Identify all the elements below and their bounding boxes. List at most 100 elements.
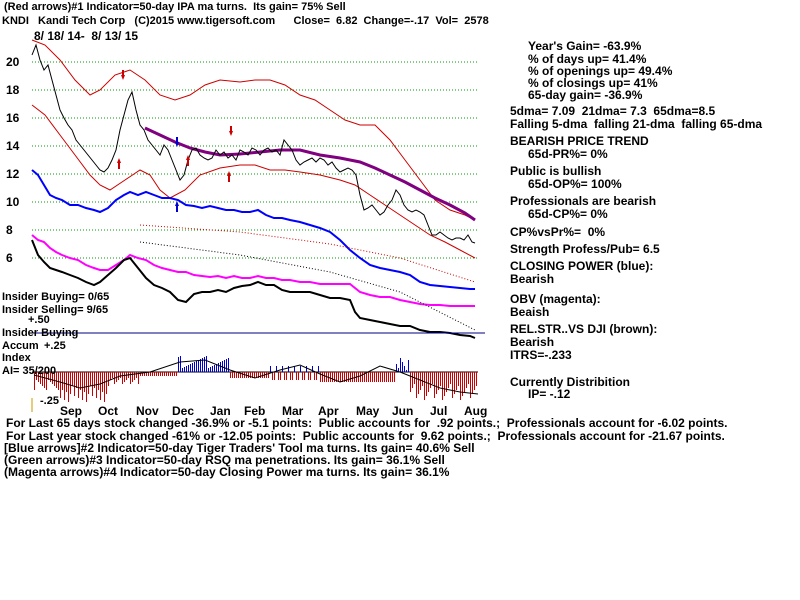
- accum-bar: [228, 358, 229, 372]
- accum-ma-line: [33, 359, 479, 395]
- accum-bar: [258, 372, 259, 378]
- accum-bar: [82, 372, 83, 400]
- accum-label: Accum: [2, 340, 39, 352]
- accum-bar: [56, 372, 57, 388]
- accum-bar: [110, 372, 111, 380]
- accum-bar: [152, 372, 153, 376]
- accum-bar: [418, 372, 419, 394]
- accum-bar: [74, 372, 75, 396]
- accum-bar: [320, 372, 321, 382]
- accum-bar: [270, 366, 271, 372]
- accum-bar: [382, 372, 383, 382]
- y-tick: 10: [6, 195, 20, 209]
- accum-bar: [370, 372, 371, 382]
- accum-bar: [102, 372, 103, 392]
- accum-bar: [154, 372, 155, 376]
- accum-bar: [408, 360, 409, 372]
- accum-bar: [214, 365, 215, 372]
- itrs: ITRS=-.233: [510, 348, 572, 362]
- accum-bar: [192, 363, 193, 372]
- accum-bar: [108, 372, 109, 386]
- accum-bar: [64, 372, 65, 400]
- lower-band: [31, 104, 476, 259]
- accum-bar: [118, 372, 119, 380]
- accum-bar: [138, 372, 139, 384]
- accum-bar: [368, 372, 369, 382]
- days-up: % of days up= 41.4%: [528, 52, 647, 66]
- gain-65: 65-day gain= -36.9%: [528, 88, 643, 102]
- accum-bar: [94, 372, 95, 388]
- accum-bar: [226, 359, 227, 372]
- accum-bar: [342, 372, 343, 382]
- accum-bar: [54, 372, 55, 386]
- accum-bar: [312, 366, 313, 372]
- month-label: Dec: [172, 404, 195, 418]
- accum-bar: [218, 363, 219, 372]
- accum-bar: [80, 372, 81, 390]
- accum-bar: [376, 372, 377, 382]
- accum-bar: [278, 372, 279, 380]
- y-tick: 12: [6, 167, 20, 181]
- accum-bar: [76, 372, 77, 388]
- accum-bar: [344, 372, 345, 382]
- accum-bar: [402, 362, 403, 372]
- accum-bar: [324, 372, 325, 382]
- accum-bar: [158, 372, 159, 376]
- obv-val: Beaish: [510, 305, 550, 319]
- accum-bar: [210, 367, 211, 372]
- accum-bar: [372, 372, 373, 382]
- accum-bar: [306, 366, 307, 372]
- accum-bar: [362, 372, 363, 382]
- accum-bar: [98, 372, 99, 390]
- dma-line: 5dma= 7.09 21dma= 7.3 65dma=8.5: [510, 104, 716, 118]
- accum-bar: [252, 372, 253, 378]
- accum-bar: [60, 372, 61, 398]
- accum-bar: [472, 372, 473, 394]
- accum-bar: [170, 372, 171, 376]
- closing-power-val: Bearish: [510, 272, 555, 286]
- accum-bar: [448, 372, 449, 388]
- accum-bar: [134, 372, 135, 380]
- accum-bar: [92, 372, 93, 396]
- accum-bar: [180, 356, 181, 372]
- accum-bar: [458, 372, 459, 386]
- closing-power-line: [31, 169, 475, 290]
- accum-bar: [268, 372, 269, 378]
- trend-title: BEARISH PRICE TREND: [510, 134, 649, 148]
- accum-bar: [316, 372, 317, 380]
- accum-bar: [122, 372, 123, 384]
- accum-bar: [262, 372, 263, 378]
- public-title: Public is bullish: [510, 164, 602, 178]
- accum-bar: [390, 372, 391, 382]
- accum-bar: [212, 366, 213, 372]
- accum-bar: [454, 372, 455, 394]
- summary-65-days: For Last 65 days stock changed -36.9% or…: [6, 416, 728, 430]
- accum-bar: [72, 372, 73, 386]
- accum-bar: [470, 372, 471, 398]
- accum-bar: [352, 372, 353, 382]
- accum-bar: [294, 366, 295, 372]
- accum-bar: [476, 372, 477, 386]
- accum-bar: [384, 372, 385, 382]
- accum-bar: [468, 372, 469, 384]
- accum-bar: [120, 372, 121, 378]
- accum-bar: [452, 372, 453, 398]
- accum-bar: [302, 372, 303, 380]
- accum-bar: [386, 372, 387, 382]
- accum-bar: [392, 372, 393, 382]
- accum-bar: [48, 372, 49, 380]
- trend-val: 65d-PR%= 0%: [528, 147, 608, 161]
- accum-bar: [318, 366, 319, 372]
- trendline: [139, 241, 476, 331]
- accum-bar: [136, 372, 137, 378]
- accum-bar: [62, 372, 63, 390]
- accum-bar: [374, 372, 375, 382]
- accum-bar: [224, 360, 225, 372]
- summary-year: For Last year stock changed -61% or -12.…: [6, 429, 725, 443]
- indicator-1-text: (Red arrows)#1 Indicator=50-day IPA ma t…: [4, 1, 346, 13]
- accum-bar: [432, 372, 433, 384]
- y-tick: 6: [6, 251, 13, 265]
- accum-bar: [232, 372, 233, 378]
- ma65-line: [144, 126, 476, 222]
